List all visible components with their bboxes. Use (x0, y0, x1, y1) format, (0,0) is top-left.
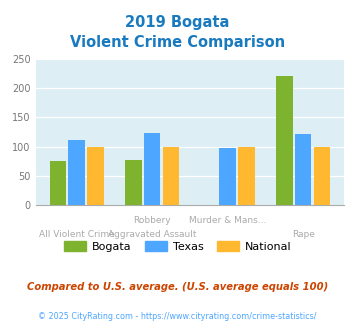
Legend: Bogata, Texas, National: Bogata, Texas, National (60, 237, 295, 256)
Bar (87, 147, 104, 205)
Bar (50, 161, 66, 205)
Text: 2019 Bogata: 2019 Bogata (125, 15, 230, 30)
Text: Robbery: Robbery (133, 216, 171, 225)
Text: Violent Crime Comparison: Violent Crime Comparison (70, 35, 285, 50)
Bar (144, 133, 160, 205)
Bar (163, 147, 179, 205)
Text: All Violent Crime: All Violent Crime (39, 230, 115, 239)
Text: Rape: Rape (292, 230, 315, 239)
Bar (125, 160, 142, 205)
Bar (314, 147, 330, 205)
Text: Murder & Mans...: Murder & Mans... (189, 216, 266, 225)
Text: Aggravated Assault: Aggravated Assault (108, 230, 196, 239)
Bar (276, 76, 293, 205)
Bar (219, 148, 236, 205)
Text: © 2025 CityRating.com - https://www.cityrating.com/crime-statistics/: © 2025 CityRating.com - https://www.city… (38, 312, 317, 321)
Text: Compared to U.S. average. (U.S. average equals 100): Compared to U.S. average. (U.S. average … (27, 282, 328, 292)
Bar (69, 140, 85, 205)
Bar (238, 147, 255, 205)
Bar (295, 134, 311, 205)
